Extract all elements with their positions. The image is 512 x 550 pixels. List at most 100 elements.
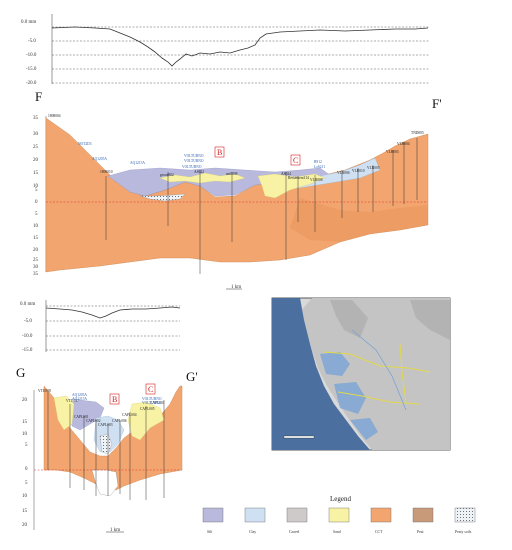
f-tick: 10 <box>33 224 39 229</box>
f-well-label-blue: Lo6211 <box>314 165 325 169</box>
g-tick: 10 <box>22 432 28 437</box>
f-box-c: C <box>293 156 298 165</box>
f-well-labels-blue: NOT2D3 AQ1205A AQ1215A VOLTURNO VOLTURNO… <box>78 142 325 169</box>
g-box-c: C <box>148 385 153 394</box>
f-well-label: VLB005 <box>367 166 380 170</box>
g-well-label: CAPL001 <box>150 401 165 405</box>
legend-label-silt: Silt <box>207 530 213 534</box>
legend: Legend Silt Clay Gravel Sand CCT Peat Pe… <box>202 495 476 534</box>
g-sand-layer-1 <box>53 395 75 431</box>
section-g-label-left: G <box>16 365 25 380</box>
f-tick: 30 <box>33 265 39 270</box>
f-tick: 15 <box>33 171 39 176</box>
legend-swatch-clay <box>244 507 266 523</box>
top-tick-1: -5.0 <box>28 39 36 44</box>
f-well-label: VLB010 <box>352 169 365 173</box>
legend-item-cct: CCT <box>370 507 392 534</box>
f-well-label-blue: VOLTURNO <box>184 154 204 158</box>
f-box-b: B <box>217 148 222 157</box>
g-well-label-blue: AQ1205A <box>72 393 87 397</box>
g-well-label: VTU007 <box>66 399 79 403</box>
mid-subsidence-line <box>45 306 181 319</box>
g-tick: 5 <box>25 481 28 486</box>
legend-label-peat: Peat <box>417 530 424 534</box>
g-well-label: CAPL006 <box>112 419 127 423</box>
legend-swatch-silt <box>202 507 224 523</box>
legend-swatch-cct <box>370 507 392 523</box>
legend-item-peaty-soils: Peaty soils <box>454 507 476 534</box>
f-well-label: VLB006 <box>337 171 350 175</box>
g-well-label: CAPL001 <box>74 415 89 419</box>
mid-tick-3: -15.0 <box>22 348 33 353</box>
g-well-label: CAPL002 <box>86 419 101 423</box>
f-tick: 35 <box>33 272 39 277</box>
f-cct-layer <box>45 117 429 273</box>
g-well-label-blue: VOLTURNO <box>142 401 162 405</box>
section-f-axis-ticks: 35 30 25 20 15 10 5 0 5 10 15 20 25 30 3… <box>33 116 39 277</box>
legend-item-peat: Peat <box>412 507 434 534</box>
f-well-label: 1808004 <box>48 114 61 118</box>
legend-swatch-gravel <box>286 507 308 523</box>
legend-item-clay: Clay <box>244 507 266 534</box>
g-tick: 0 <box>25 467 28 472</box>
f-tick: 5 <box>35 188 38 193</box>
g-well-labels-blue: AQ1205A AQ1215A VOLTURNO VOLTURNO <box>72 393 162 405</box>
f-well-label: AS024 <box>281 172 291 176</box>
f-well-label-blue: AQ1215A <box>130 161 145 165</box>
legend-label-sand: Sand <box>333 530 341 534</box>
section-g-panel: G G' 20 15 10 5 0 5 10 15 20 <box>16 365 198 533</box>
mid-tick-1: -5.0 <box>24 319 32 324</box>
map-sea <box>272 298 370 450</box>
f-sand-lens-1 <box>159 172 246 184</box>
mid-tick-0: 0.0 mm <box>20 302 35 307</box>
f-tick: 5 <box>35 212 38 217</box>
top-tick-2: -10.0 <box>26 53 37 58</box>
f-tick: 25 <box>33 258 39 263</box>
f-well-label: VLB008 <box>310 178 323 182</box>
legend-item-silt: Silt <box>202 507 224 534</box>
g-tick: 20 <box>22 523 28 528</box>
g-tick: 15 <box>22 509 28 514</box>
g-tick: 15 <box>22 420 28 425</box>
top-profile-panel: 0.0 mm -5.0 -10.0 -15.0 -20.0 <box>21 14 430 86</box>
section-f-panel: F F' 35 30 25 20 15 10 5 0 5 10 15 20 25… <box>33 89 442 290</box>
g-cct-layer <box>43 385 183 491</box>
f-tick: 20 <box>33 248 39 253</box>
f-tick: 10 <box>33 184 39 189</box>
section-f-label-right: F' <box>432 96 442 111</box>
section-f-label-left: F <box>35 89 42 104</box>
g-scale-label: 1 km <box>110 528 120 533</box>
f-well-label: VLB003 <box>386 150 399 154</box>
f-peat-layer <box>290 198 428 242</box>
top-subsidence-line <box>51 26 429 67</box>
f-tick: 15 <box>33 236 39 241</box>
f-well-label: 1808010 <box>100 170 113 174</box>
top-tick-0: 0.0 mm <box>21 20 36 25</box>
f-well-label: VLB004 <box>397 142 410 146</box>
g-well-label: CAPL004 <box>122 413 137 417</box>
legend-swatch-peaty-soils <box>454 507 476 523</box>
legend-swatch-sand <box>328 507 350 523</box>
f-well-label-blue: VOLTURNO <box>184 159 204 163</box>
g-box-b: B <box>112 395 117 404</box>
legend-label-gravel: Gravel <box>289 530 299 534</box>
g-peaty-soil <box>99 433 113 455</box>
g-well-label: CAPL003 <box>98 423 113 427</box>
f-well-labels: 1808004 1808010 groux002 AS022 sm0008 AS… <box>48 114 424 182</box>
g-well-label-blue: VOLTURNO <box>142 397 162 401</box>
g-well-label-blue: AQ1215A <box>72 397 87 401</box>
legend-title: Legend <box>330 495 351 503</box>
f-tick: 35 <box>33 116 39 121</box>
f-well-label-blue: NOT2D3 <box>78 142 92 146</box>
f-sand-lens-2 <box>257 173 326 199</box>
f-well-label-blue: VOLTURNO <box>182 165 202 169</box>
g-tick: 5 <box>25 443 28 448</box>
g-gap <box>91 469 119 497</box>
top-tick-4: -20.0 <box>26 81 37 86</box>
mid-tick-2: -10.0 <box>22 334 33 339</box>
f-peaty-soil <box>139 193 186 202</box>
top-tick-3: -15.0 <box>26 67 37 72</box>
g-well-label: CAPL005 <box>140 407 155 411</box>
g-well-labels: VTU008 VTU007 CAPL001 CAPL002 CAPL003 CA… <box>38 389 165 427</box>
